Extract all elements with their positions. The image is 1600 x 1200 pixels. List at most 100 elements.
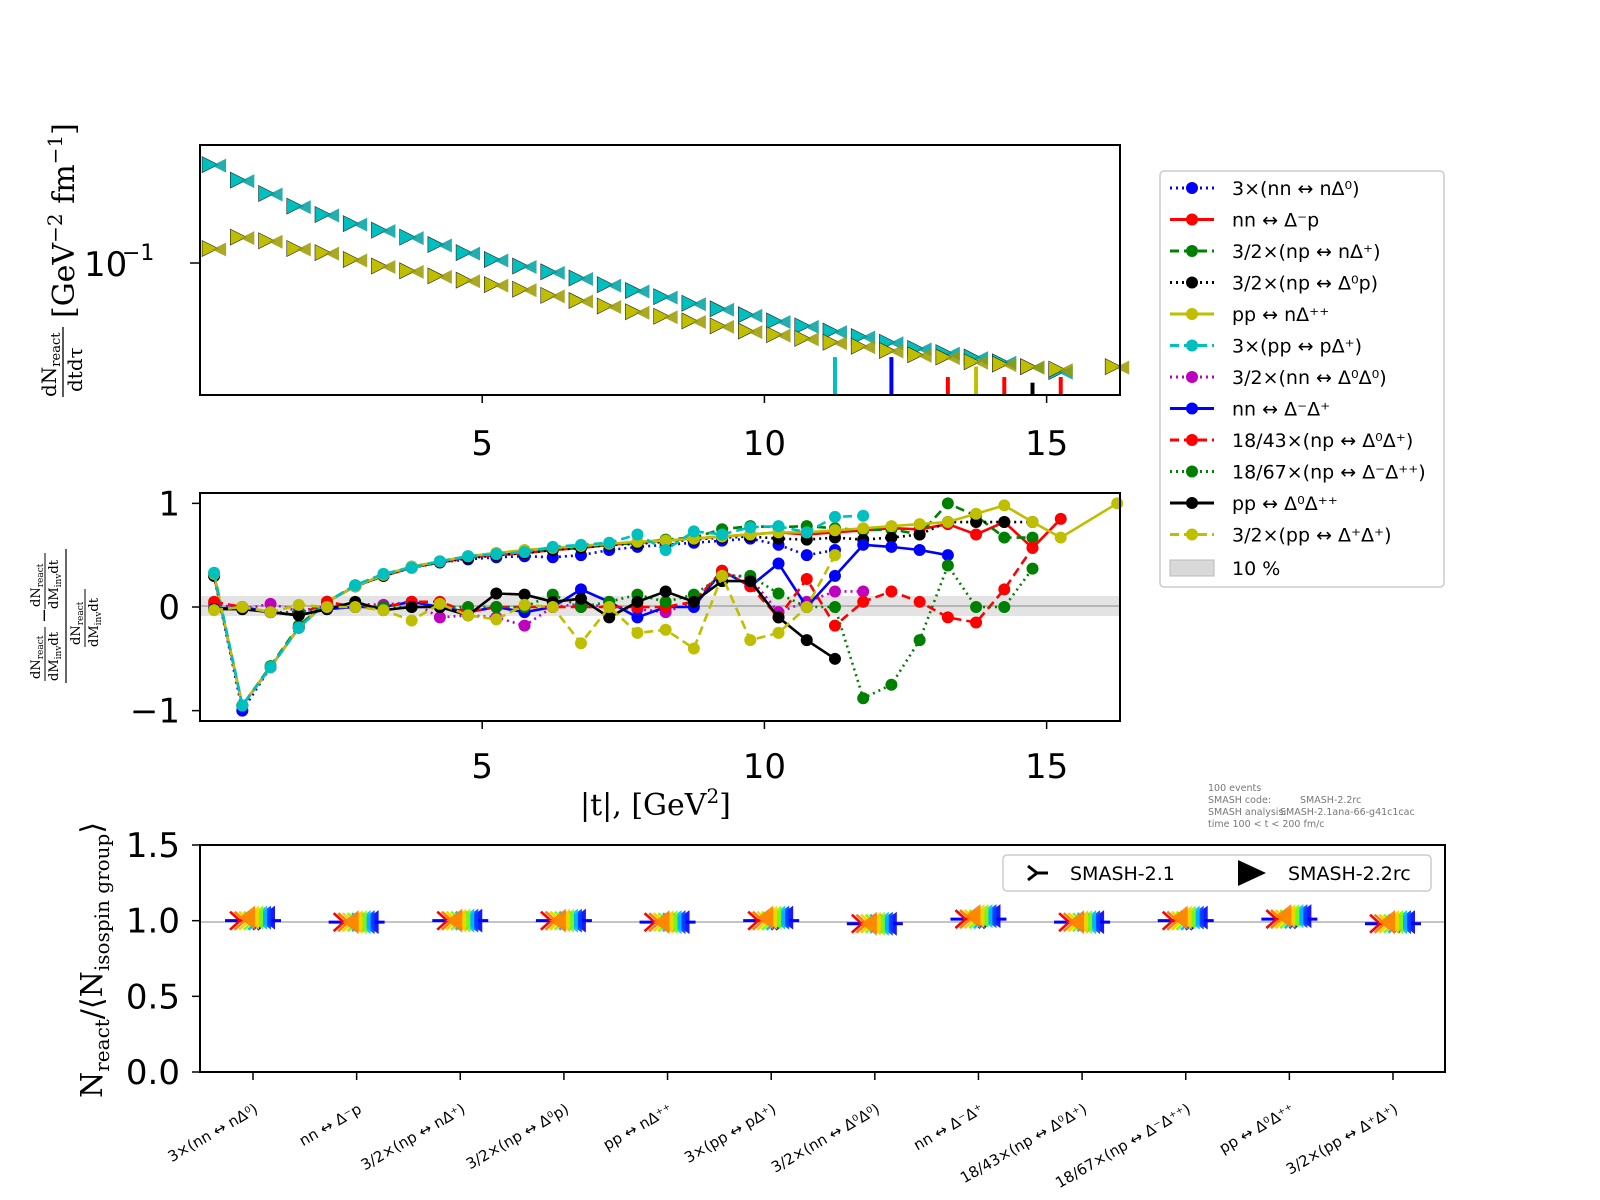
data-point: [709, 317, 727, 335]
series-point: [828, 510, 841, 523]
series-point: [659, 534, 672, 547]
data-point: [625, 281, 643, 299]
data-point: [1030, 360, 1045, 375]
series-point: [603, 601, 616, 613]
legend-marker: [1186, 465, 1198, 478]
y-tick-label: 1.5: [126, 826, 180, 866]
tri-left-marker: [446, 908, 463, 933]
data-point: [861, 330, 876, 345]
series-point: [744, 634, 757, 647]
legend-label: nn ↔ Δ⁻Δ⁺: [1232, 399, 1330, 421]
legend-marker: [1186, 245, 1198, 257]
data-point: [399, 262, 417, 280]
series-point: [998, 583, 1011, 596]
data-point: [625, 303, 643, 321]
data-point: [709, 300, 727, 318]
data-point: [240, 231, 255, 246]
legend-label: 3×(pp ↔ pΔ⁺): [1232, 336, 1362, 358]
info-code-label: SMASH code:: [1208, 795, 1271, 806]
series-point: [913, 518, 926, 531]
series-point: [1026, 541, 1039, 554]
series-point: [885, 531, 898, 544]
series-point: [857, 692, 870, 705]
data-point: [240, 174, 255, 189]
legend-label: 3×(nn ↔ nΔ⁰): [1232, 178, 1360, 200]
data-point: [342, 215, 360, 233]
data-point: [974, 355, 989, 370]
data-point: [635, 305, 650, 320]
series-point: [518, 598, 531, 611]
category-label: 3/2×(np ↔ Δ⁰p): [463, 1100, 572, 1173]
data-point: [1058, 363, 1073, 378]
series-point: [462, 609, 475, 622]
bottom-panel: 1.51.00.50.0 3×(nn ↔ nΔ⁰) nn ↔ Δ⁻p3/2×(np…: [75, 822, 1446, 1192]
data-point: [963, 353, 981, 371]
mid-y-den3: dMinvdt: [87, 597, 104, 647]
legend-label: 3/2×(nn ↔ Δ⁰Δ⁰): [1232, 367, 1387, 389]
middle-x-ticks: 5 10 15: [471, 721, 1068, 787]
series-point: [659, 623, 672, 636]
data-point: [466, 274, 481, 289]
info-analysis-label: SMASH analysis:: [1208, 807, 1287, 818]
data-point: [230, 171, 248, 189]
series-legend: 3×(nn ↔ nΔ⁰) nn ↔ Δ⁻p 3/2×(np ↔ nΔ⁺) 3/2×(n…: [1159, 170, 1445, 588]
legend-label: 3/2×(np ↔ Δ⁰p): [1232, 273, 1378, 295]
series-point: [716, 569, 729, 582]
data-point: [889, 344, 904, 359]
series-point: [433, 611, 446, 624]
category-label: nn ↔ Δ⁻p: [296, 1100, 365, 1150]
data-point: [466, 246, 481, 261]
top-y-den: dtdτ: [63, 347, 87, 392]
x-tick-label: 5: [471, 747, 493, 787]
data-point: [596, 297, 614, 315]
series-point: [716, 528, 729, 541]
data-point: [353, 253, 368, 268]
top-series-layer: [201, 156, 1130, 395]
series-point: [377, 567, 390, 580]
y-tick-label: 1: [158, 484, 180, 524]
series-point: [546, 601, 559, 613]
category-label: 3×(nn ↔ nΔ⁰): [165, 1100, 261, 1166]
series-point: [772, 587, 785, 600]
series-point: [208, 566, 221, 579]
mid-y-den-main: dNreact: [69, 601, 86, 645]
data-point: [1002, 358, 1017, 373]
series-point: [349, 579, 362, 592]
data-point: [258, 232, 276, 250]
legend-marker: [1186, 339, 1198, 352]
data-point: [258, 185, 276, 203]
category-label: 3×(pp ↔ pΔ⁺): [681, 1100, 779, 1167]
data-point: [230, 228, 248, 246]
data-point: [409, 231, 424, 246]
data-point: [635, 284, 650, 299]
legend-label: 18/67×(np ↔ Δ⁻Δ⁺⁺): [1232, 462, 1426, 484]
legend-items: 3×(nn ↔ nΔ⁰) nn ↔ Δ⁻p 3/2×(np ↔ nΔ⁺) 3/2×(n…: [1170, 178, 1426, 547]
bottom-legend-marker-21: [1027, 864, 1048, 882]
series-point: [687, 595, 700, 608]
series-point: [574, 583, 587, 596]
bottom-series-layer: [225, 904, 1421, 936]
middle-panel: 5 10 15 10−1 |t|, [GeV2] dNreact dMinvdt −…: [29, 484, 1124, 823]
data-point: [822, 322, 840, 340]
series-line: [214, 562, 1034, 701]
series-point: [970, 528, 983, 541]
data-point: [776, 314, 791, 329]
series-point: [574, 601, 587, 613]
data-point: [832, 336, 847, 351]
series-point: [659, 544, 672, 556]
series-point: [490, 613, 503, 626]
series-point: [941, 497, 954, 510]
data-point: [748, 325, 763, 340]
data-point: [691, 314, 706, 329]
data-point: [653, 307, 671, 325]
top-ytick-exp: −1: [122, 241, 154, 266]
series-point: [998, 601, 1011, 613]
data-point: [296, 200, 311, 215]
top-ytick-base: 10: [84, 245, 127, 285]
series-point: [603, 536, 616, 549]
data-point: [776, 328, 791, 343]
legend-label: 3/2×(pp ↔ Δ⁺Δ⁺): [1232, 525, 1392, 547]
data-point: [540, 286, 558, 304]
series-point: [433, 555, 446, 568]
series-point: [1111, 497, 1124, 510]
